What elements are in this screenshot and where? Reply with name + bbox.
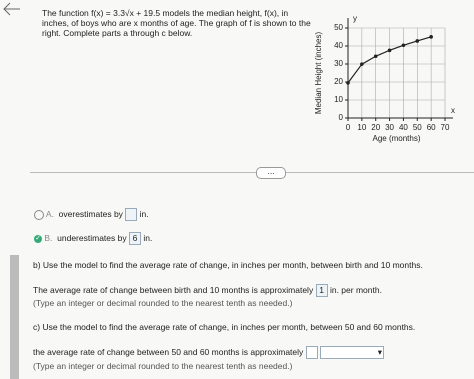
option-letter: A. [45, 208, 54, 219]
answer-box[interactable] [305, 346, 318, 359]
point [387, 48, 392, 53]
y-tick-label: 10 [334, 95, 343, 104]
y-tick-label: 50 [334, 23, 343, 32]
answer-line: the average rate of change between 50 an… [33, 346, 385, 359]
chart: 0 10 20 30 40 50 0 10 20 30 40 50 60 70x y Age (months)… [314, 14, 455, 143]
intro-text: models the median height, f(x), in inche… [42, 8, 311, 38]
option-b[interactable]: ✓ B. underestimates by 6 in. [34, 232, 152, 245]
point [401, 43, 406, 48]
dropdown[interactable]: ▾ [320, 346, 385, 359]
point [346, 81, 350, 85]
x-tick-label: 20 [371, 123, 380, 132]
x-tick-label: 50 [413, 123, 422, 132]
radio[interactable] [34, 209, 44, 220]
option-a[interactable]: A. overestimates by in. [34, 208, 149, 221]
question: c) Use the model to find the average rat… [33, 322, 416, 332]
x-tick-label: 40 [399, 123, 408, 132]
option-text: overestimates by [58, 208, 123, 219]
y-axis-label: Median Height (inches) [314, 32, 323, 115]
more-button[interactable]: ... [256, 167, 286, 179]
hint: (Type an integer or decimal rounded to t… [33, 298, 293, 308]
y-tick-label: 40 [334, 41, 343, 50]
option-text: underestimates by [57, 232, 127, 243]
y-tick-label: 0 [339, 113, 344, 122]
unit: in. [139, 208, 149, 219]
unit: in. [143, 232, 153, 243]
point [373, 54, 378, 59]
answer-box[interactable]: 6 [128, 232, 141, 245]
divider [30, 172, 474, 173]
question: b) Use the model to find the average rat… [33, 260, 423, 270]
formula: f(x) = 3.3√x + 19.5 [91, 8, 161, 18]
option-letter: B. [44, 232, 53, 243]
back-arrow[interactable] [2, 2, 22, 16]
intro: The function f(x) = 3.3√x + 19.5 models … [42, 8, 312, 38]
x-tick-label: 60 [427, 123, 436, 132]
x-tick-label: 30 [385, 123, 394, 132]
unit: in. per month. [329, 284, 382, 295]
point [415, 39, 420, 43]
scrollbar[interactable] [10, 255, 19, 379]
selected-check[interactable]: ✓ [34, 234, 42, 243]
x-axis-label: Age (months) [372, 134, 420, 143]
x-axis-letter: x [451, 106, 455, 115]
y-tick-label: 20 [334, 77, 343, 86]
x-tick-label: 0 [346, 123, 351, 132]
y-axis-letter: y [353, 14, 357, 23]
x-tick-label: 70 [441, 123, 450, 132]
intro-text: The function [42, 8, 89, 18]
x-tick-label: 10 [357, 123, 366, 132]
answer-box[interactable] [125, 208, 138, 221]
answer-text: The average rate of change between birth… [33, 284, 314, 295]
answer-line: The average rate of change between birth… [33, 284, 382, 297]
point [360, 62, 364, 66]
y-tick-label: 30 [334, 59, 343, 68]
answer-text: the average rate of change between 50 an… [33, 346, 304, 357]
point [429, 35, 433, 39]
hint: (Type an integer or decimal rounded to t… [33, 361, 293, 371]
answer-box[interactable]: 1 [315, 284, 328, 297]
